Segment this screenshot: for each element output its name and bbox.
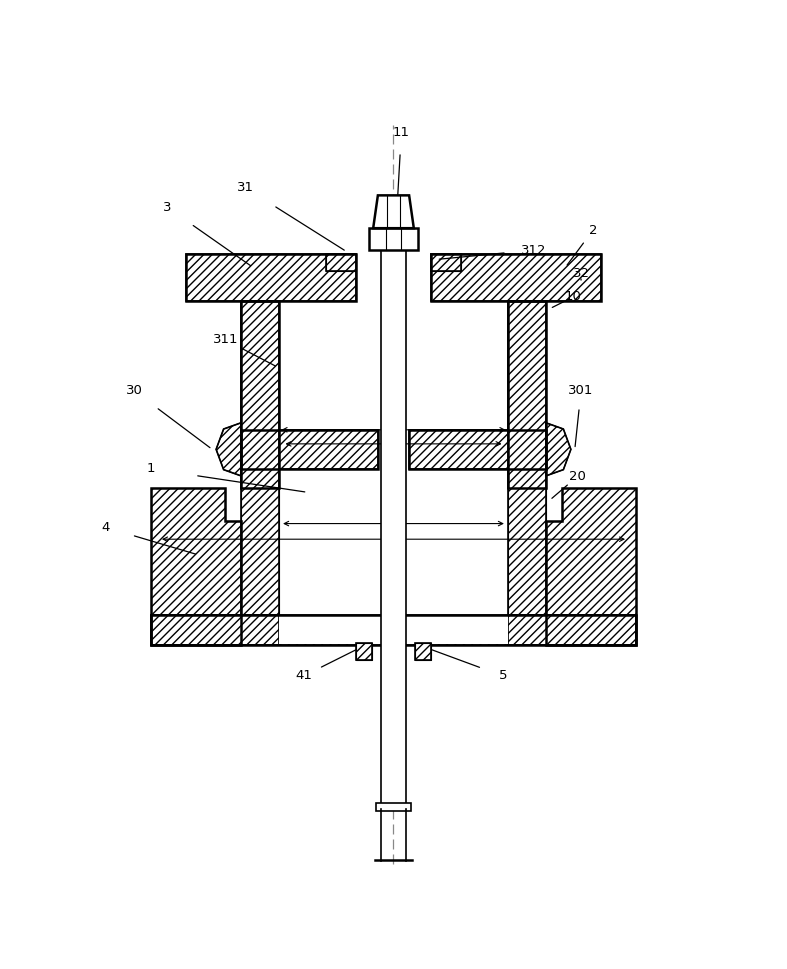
Bar xyxy=(508,615,636,644)
Bar xyxy=(431,254,600,300)
Bar xyxy=(431,254,460,271)
Polygon shape xyxy=(546,488,636,644)
Polygon shape xyxy=(373,196,414,228)
Bar xyxy=(241,430,378,469)
Polygon shape xyxy=(216,422,241,476)
Bar xyxy=(151,615,279,644)
Bar xyxy=(151,615,636,644)
Text: d1: d1 xyxy=(386,424,401,438)
Bar xyxy=(279,615,508,644)
Polygon shape xyxy=(546,422,571,476)
Bar xyxy=(376,803,411,811)
Text: 30: 30 xyxy=(126,385,142,397)
Bar xyxy=(187,254,356,300)
Text: 3: 3 xyxy=(163,201,171,213)
Bar xyxy=(409,430,546,469)
Bar xyxy=(416,643,431,660)
Bar xyxy=(409,430,546,469)
Polygon shape xyxy=(151,488,241,644)
Text: 41: 41 xyxy=(295,670,312,682)
Bar xyxy=(381,250,406,809)
Text: 20: 20 xyxy=(569,470,586,484)
Bar xyxy=(327,254,356,271)
Bar xyxy=(151,615,279,644)
Bar xyxy=(241,300,279,615)
Bar xyxy=(241,300,279,488)
Bar xyxy=(151,615,636,644)
Text: D1: D1 xyxy=(386,411,401,423)
Text: 11: 11 xyxy=(393,126,410,140)
Text: 31: 31 xyxy=(237,181,253,194)
Bar xyxy=(241,430,378,469)
Text: 5: 5 xyxy=(499,670,507,682)
Text: D2: D2 xyxy=(386,520,401,533)
Bar xyxy=(508,300,546,488)
Bar xyxy=(431,254,460,271)
Bar xyxy=(508,300,546,488)
Text: d2: d2 xyxy=(386,504,401,517)
Bar xyxy=(241,300,279,615)
Bar xyxy=(431,254,600,300)
Text: 4: 4 xyxy=(102,521,110,534)
Bar xyxy=(327,254,356,271)
Bar xyxy=(416,643,431,660)
Bar xyxy=(508,615,636,644)
Bar xyxy=(508,300,546,615)
Text: 311: 311 xyxy=(212,333,238,347)
Bar xyxy=(356,643,371,660)
Text: 10: 10 xyxy=(565,291,582,303)
Bar xyxy=(508,300,546,615)
Bar xyxy=(187,254,356,300)
Bar xyxy=(369,228,418,250)
Text: 312: 312 xyxy=(522,243,547,257)
Text: 32: 32 xyxy=(573,267,589,280)
Text: 301: 301 xyxy=(568,385,593,397)
Bar xyxy=(356,643,371,660)
Bar xyxy=(241,300,279,488)
Text: 2: 2 xyxy=(589,224,597,237)
Bar xyxy=(279,615,508,644)
Text: 1: 1 xyxy=(147,462,156,476)
